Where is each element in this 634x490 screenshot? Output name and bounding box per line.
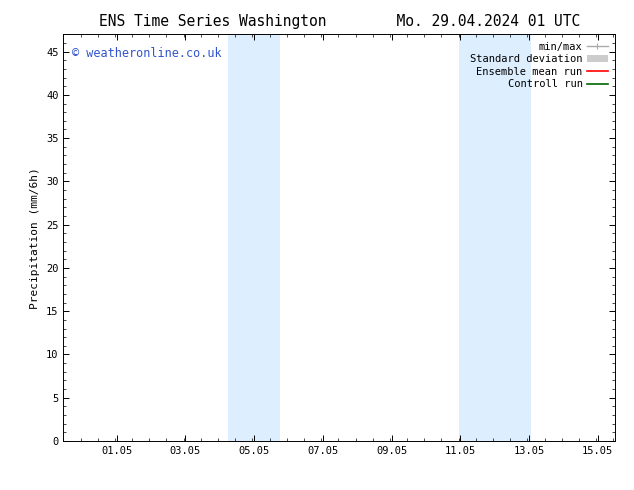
Legend: min/max, Standard deviation, Ensemble mean run, Controll run: min/max, Standard deviation, Ensemble me… (468, 40, 610, 92)
Text: © weatheronline.co.uk: © weatheronline.co.uk (72, 47, 221, 59)
Bar (482, 34, 531, 441)
Bar (228, 34, 256, 441)
Title: ENS Time Series Washington        Mo. 29.04.2024 01 UTC: ENS Time Series Washington Mo. 29.04.202… (98, 14, 580, 29)
Y-axis label: Precipitation (mm/6h): Precipitation (mm/6h) (30, 167, 41, 309)
Bar (458, 34, 482, 441)
Bar (256, 34, 280, 441)
